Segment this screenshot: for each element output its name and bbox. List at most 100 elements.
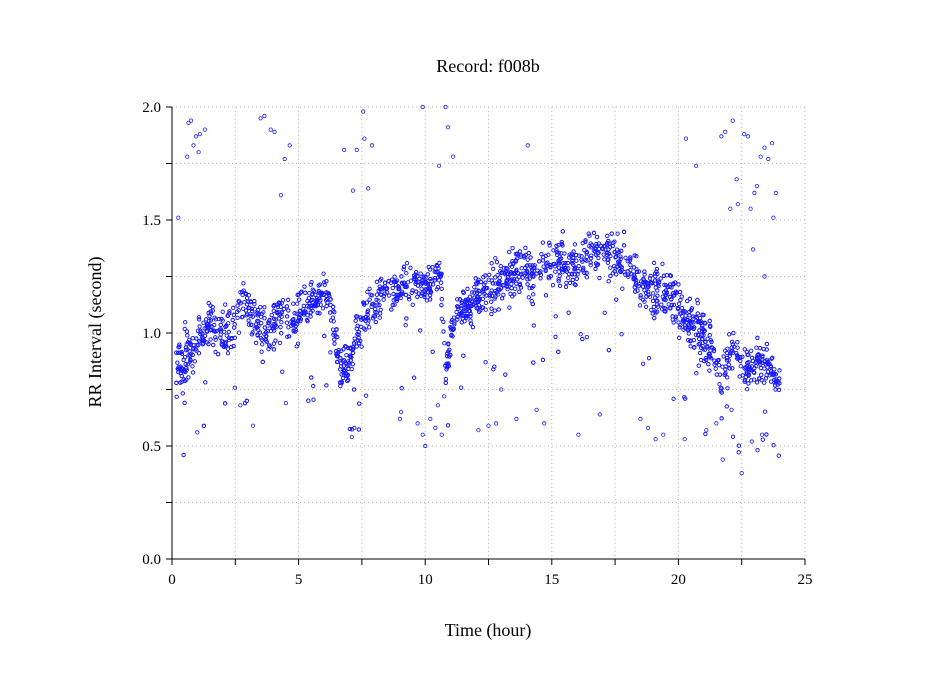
data-point <box>504 268 509 274</box>
data-point <box>730 348 735 353</box>
data-point <box>211 342 216 348</box>
data-point <box>564 280 569 285</box>
data-point <box>646 292 651 297</box>
data-point <box>580 259 585 264</box>
data-point <box>397 286 402 291</box>
data-point <box>724 358 730 363</box>
data-point <box>638 295 643 300</box>
data-point <box>373 309 378 315</box>
data-point <box>452 322 457 327</box>
outlier-point <box>653 437 658 442</box>
data-point <box>697 319 702 325</box>
data-point <box>543 267 548 272</box>
data-point <box>604 250 610 256</box>
data-point <box>501 282 506 288</box>
data-point <box>318 302 323 307</box>
data-point <box>444 367 449 372</box>
data-point <box>406 294 411 299</box>
data-point <box>279 314 284 319</box>
data-point <box>567 280 573 285</box>
data-point <box>258 304 263 310</box>
data-point <box>314 298 319 303</box>
data-point <box>606 257 611 262</box>
data-point <box>509 281 514 287</box>
data-point <box>699 337 705 342</box>
data-point <box>582 270 587 275</box>
y-tick-label: 0.5 <box>142 439 161 455</box>
data-point <box>401 264 407 269</box>
data-point <box>477 298 482 303</box>
data-point <box>605 241 610 246</box>
data-point <box>190 364 195 369</box>
outlier-point <box>420 104 425 110</box>
data-point <box>428 288 433 293</box>
data-point <box>208 337 213 342</box>
data-point <box>272 302 277 308</box>
data-point <box>354 326 359 331</box>
data-point <box>736 450 741 455</box>
data-point <box>746 359 751 365</box>
data-point <box>203 380 208 385</box>
data-point <box>615 250 620 256</box>
data-point <box>439 271 444 276</box>
data-point <box>608 273 613 279</box>
outlier-point <box>428 416 433 421</box>
data-point <box>543 293 549 298</box>
data-point <box>180 391 185 396</box>
data-point <box>492 364 497 369</box>
data-point <box>701 333 706 338</box>
data-point <box>693 332 699 337</box>
data-point <box>286 334 292 339</box>
data-point <box>341 371 346 376</box>
outlier-point <box>525 143 530 148</box>
outlier-point <box>486 423 491 428</box>
outlier-point <box>195 430 200 435</box>
data-point <box>704 357 709 363</box>
data-point <box>269 312 274 318</box>
data-point <box>584 334 590 340</box>
outlier-point <box>750 247 756 252</box>
data-point <box>378 307 383 312</box>
data-point <box>530 301 535 307</box>
data-point <box>547 240 552 245</box>
data-point <box>265 329 270 334</box>
data-point <box>324 290 329 295</box>
data-point <box>513 286 518 291</box>
data-point <box>731 330 736 336</box>
data-point <box>419 282 424 287</box>
outlier-point <box>745 134 751 139</box>
data-point <box>511 276 517 282</box>
data-point <box>675 305 681 311</box>
data-point <box>517 249 523 254</box>
data-point <box>181 452 186 458</box>
data-point <box>680 314 685 319</box>
data-point <box>227 309 232 314</box>
data-point <box>356 329 361 334</box>
data-point <box>686 337 691 343</box>
data-point <box>254 340 259 345</box>
data-point <box>446 349 451 354</box>
data-point <box>366 318 371 323</box>
data-point <box>735 340 740 345</box>
data-point <box>606 247 611 252</box>
data-point <box>661 273 667 278</box>
data-point <box>182 326 187 332</box>
data-point <box>186 375 191 380</box>
data-point <box>659 302 664 307</box>
data-point <box>678 297 683 303</box>
data-point <box>742 379 747 384</box>
data-point <box>614 297 619 302</box>
data-point <box>556 250 561 255</box>
data-point <box>523 265 528 270</box>
data-point <box>204 329 210 334</box>
data-point <box>467 294 473 299</box>
data-point <box>252 326 257 331</box>
data-point <box>285 334 290 339</box>
data-point <box>241 306 246 311</box>
data-point <box>556 349 561 354</box>
data-point <box>571 255 576 260</box>
data-point <box>363 314 368 320</box>
data-point <box>494 290 499 295</box>
data-point <box>523 245 528 250</box>
data-point <box>343 371 348 376</box>
